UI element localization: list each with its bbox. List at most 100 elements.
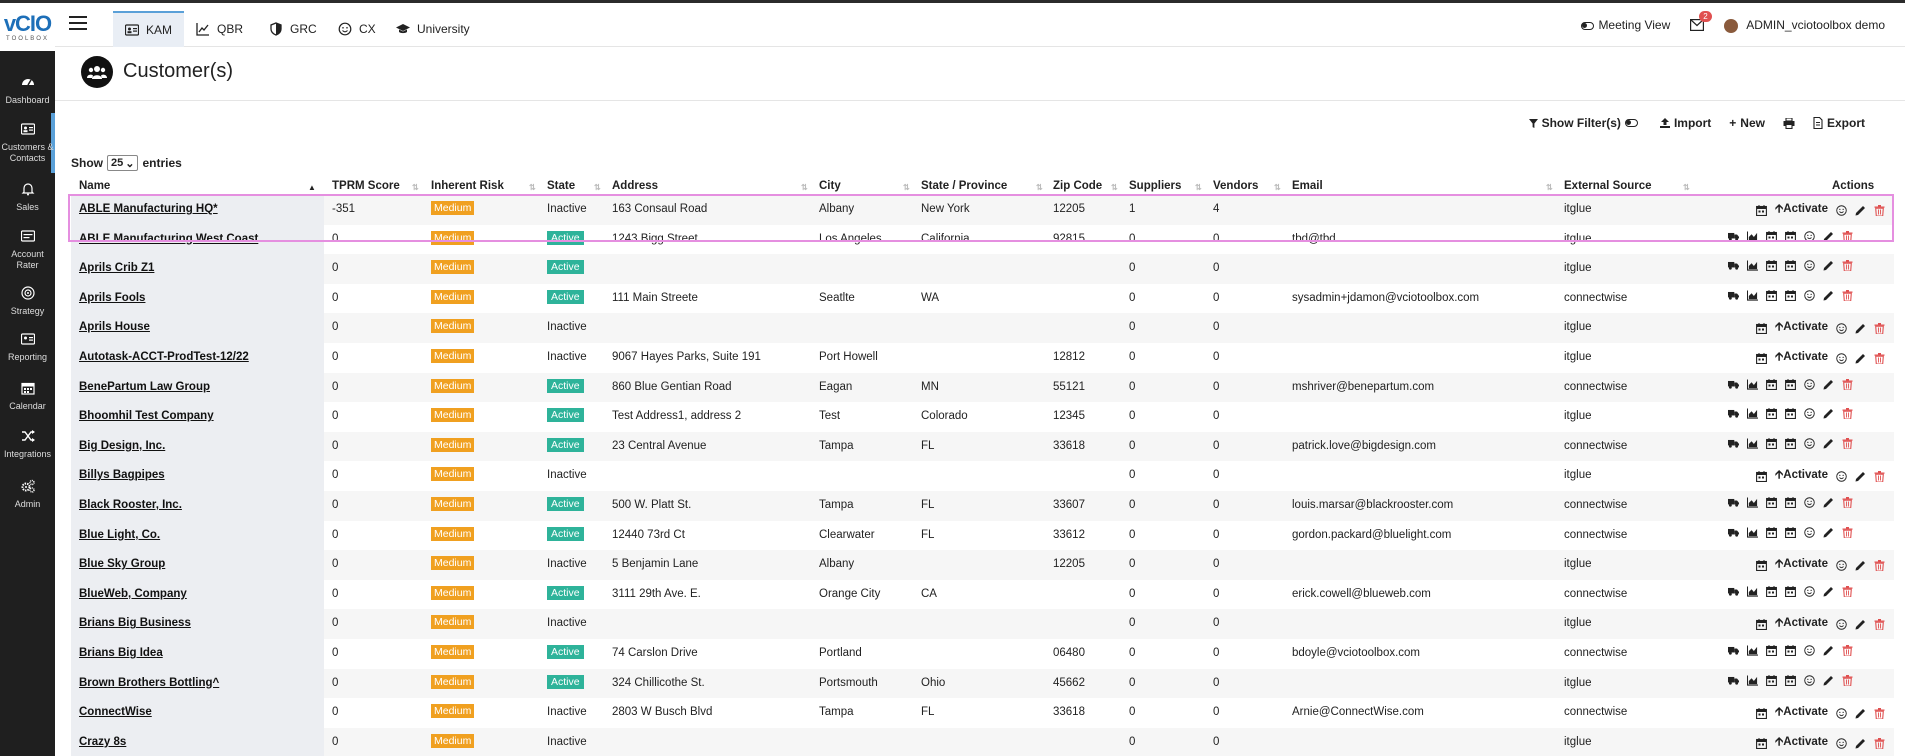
calendar-icon[interactable] (1766, 408, 1777, 420)
customer-name-link[interactable]: Aprils House (79, 321, 150, 334)
customer-name-link[interactable]: Big Design, Inc. (79, 439, 166, 452)
pencil-icon[interactable] (1823, 260, 1834, 271)
user-menu[interactable]: ADMIN_vciotoolbox demo (1724, 18, 1885, 33)
trash-icon[interactable] (1842, 289, 1853, 301)
calendar-icon[interactable] (1785, 437, 1796, 449)
sidebar-item-customers-contacts[interactable]: Customers & Contacts (0, 122, 55, 164)
truck-icon[interactable] (1728, 438, 1739, 449)
truck-icon[interactable] (1728, 231, 1739, 242)
calendar-icon[interactable] (1785, 496, 1796, 508)
activate-button[interactable]: 🡩Activate (1775, 617, 1829, 630)
calendar-icon[interactable] (1756, 619, 1767, 631)
trash-icon[interactable] (1874, 352, 1885, 364)
calendar-icon[interactable] (1756, 708, 1767, 720)
calendar-icon[interactable] (1785, 526, 1796, 538)
customer-name-link[interactable]: Blue Sky Group (79, 558, 166, 571)
trash-icon[interactable] (1842, 230, 1853, 242)
activate-button[interactable]: 🡩Activate (1775, 203, 1829, 215)
calendar-icon[interactable] (1756, 323, 1767, 335)
calendar-icon[interactable] (1766, 674, 1777, 686)
calendar-icon[interactable] (1766, 289, 1777, 301)
entries-select[interactable]: 25 ⌄ (107, 155, 139, 171)
tab-kam[interactable]: KAM (113, 11, 185, 47)
truck-icon[interactable] (1728, 497, 1739, 508)
pencil-icon[interactable] (1823, 645, 1834, 656)
area-chart-icon[interactable] (1747, 674, 1758, 686)
calendar-icon[interactable] (1785, 289, 1796, 301)
table-row[interactable]: Billys Bagpipes 0 Medium Inactive 0 0 itglue 🡩A… (71, 461, 1894, 491)
sort-icon[interactable]: ⇅ (1683, 183, 1690, 192)
truck-icon[interactable] (1728, 527, 1739, 538)
truck-icon[interactable] (1728, 675, 1739, 686)
customer-name-link[interactable]: ConnectWise (79, 706, 152, 719)
pencil-icon[interactable] (1855, 708, 1866, 719)
customer-name-link[interactable]: Billys Bagpipes (79, 469, 165, 482)
export-button[interactable]: Export (1813, 116, 1865, 130)
area-chart-icon[interactable] (1747, 260, 1758, 271)
calendar-icon[interactable] (1756, 737, 1767, 749)
sidebar-item-account-rater[interactable]: Account Rater (0, 229, 55, 271)
smile-icon[interactable] (1804, 230, 1815, 242)
table-row[interactable]: Autotask-ACCT-ProdTest-12/22 0 Medium Inact… (71, 342, 1894, 373)
table-row[interactable]: ABLE Manufacturing HQ* -351 Medium Inactive… (71, 195, 1894, 225)
smile-icon[interactable] (1804, 585, 1815, 597)
customer-name-link[interactable]: Black Rooster, Inc. (79, 498, 182, 511)
tab-cx[interactable]: CX (326, 11, 388, 47)
smile-icon[interactable] (1804, 674, 1815, 686)
area-chart-icon[interactable] (1747, 586, 1758, 597)
pencil-icon[interactable] (1855, 560, 1866, 571)
pencil-icon[interactable] (1855, 471, 1866, 482)
sidebar-item-sales[interactable]: Sales (0, 182, 55, 213)
calendar-icon[interactable] (1785, 585, 1796, 597)
trash-icon[interactable] (1842, 408, 1853, 420)
area-chart-icon[interactable] (1747, 526, 1758, 538)
truck-icon[interactable] (1728, 260, 1739, 271)
calendar-icon[interactable] (1766, 260, 1777, 272)
smile-icon[interactable] (1836, 619, 1847, 631)
area-chart-icon[interactable] (1747, 379, 1758, 390)
calendar-icon[interactable] (1766, 585, 1777, 597)
column-header-vendors[interactable]: Vendors (1213, 180, 1259, 192)
sort-icon[interactable]: ⇅ (529, 183, 536, 192)
calendar-icon[interactable] (1766, 526, 1777, 538)
table-row[interactable]: ABLE Manufacturing West Coast 0 Medium Acti… (71, 224, 1894, 255)
sidebar-item-calendar[interactable]: Calendar (0, 381, 55, 412)
new-button[interactable]: + New (1729, 116, 1765, 130)
calendar-icon[interactable] (1785, 260, 1796, 272)
pencil-icon[interactable] (1823, 586, 1834, 597)
table-row[interactable]: BenePartum Law Group 0 Medium Active 860 Blu… (71, 372, 1894, 403)
pencil-icon[interactable] (1855, 353, 1866, 364)
pencil-icon[interactable] (1855, 205, 1866, 216)
truck-icon[interactable] (1728, 408, 1739, 419)
trash-icon[interactable] (1842, 585, 1853, 597)
customer-name-link[interactable]: ABLE Manufacturing HQ* (79, 203, 218, 215)
activate-button[interactable]: 🡩Activate (1775, 706, 1829, 719)
smile-icon[interactable] (1836, 560, 1847, 571)
calendar-icon[interactable] (1756, 205, 1767, 216)
customer-name-link[interactable]: BenePartum Law Group (79, 380, 210, 393)
smile-icon[interactable] (1804, 497, 1815, 508)
calendar-icon[interactable] (1766, 496, 1777, 508)
column-header-inherent-risk[interactable]: Inherent Risk (431, 180, 504, 192)
smile-icon[interactable] (1804, 408, 1815, 419)
filter-toggle-icon[interactable] (1624, 119, 1638, 127)
sidebar-item-reporting[interactable]: Reporting (0, 332, 55, 363)
smile-icon[interactable] (1804, 645, 1815, 656)
table-row[interactable]: ConnectWise 0 Medium Inactive 2803 W Busch B… (71, 698, 1894, 728)
column-header-suppliers[interactable]: Suppliers (1129, 180, 1182, 192)
pencil-icon[interactable] (1855, 738, 1866, 749)
tab-qbr[interactable]: QBR (184, 11, 255, 47)
tab-university[interactable]: University (384, 11, 482, 47)
trash-icon[interactable] (1842, 526, 1853, 538)
column-header-address[interactable]: Address (612, 180, 659, 192)
table-row[interactable]: Black Rooster, Inc. 0 Medium Active 500 W. P… (71, 490, 1894, 521)
column-header-city[interactable]: City (819, 180, 841, 192)
app-logo[interactable]: vCIO TOOLBOX (0, 3, 55, 51)
smile-icon[interactable] (1836, 471, 1847, 483)
column-header-tprm-score[interactable]: TPRM Score (332, 180, 400, 192)
sidebar-item-strategy[interactable]: Strategy (0, 286, 55, 317)
calendar-icon[interactable] (1785, 378, 1796, 390)
trash-icon[interactable] (1874, 205, 1885, 216)
calendar-icon[interactable] (1756, 471, 1767, 483)
hamburger-menu-icon[interactable] (69, 16, 87, 32)
